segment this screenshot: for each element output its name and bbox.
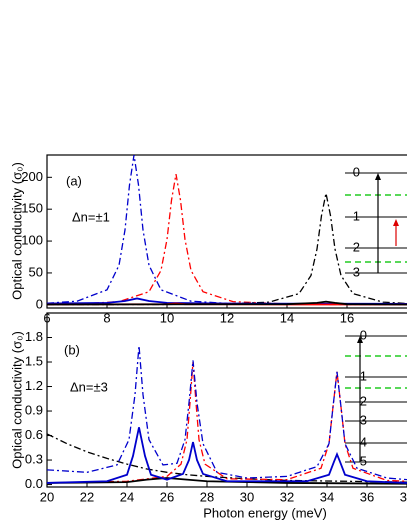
y-tick-label: 0.9 xyxy=(25,402,43,417)
x-tick-label: 20 xyxy=(40,489,54,504)
x-tick-label: 10 xyxy=(160,310,174,325)
x-axis-label: Photon energy (meV) xyxy=(203,505,327,520)
series-line xyxy=(47,345,407,481)
arrow-head xyxy=(357,336,363,343)
x-tick-label: 14 xyxy=(280,310,294,325)
y-tick-label: 200 xyxy=(21,169,43,184)
y-tick-label: 0.0 xyxy=(25,476,43,491)
y-tick-label: 50 xyxy=(29,264,43,279)
y-axis-label: Optical conductivity (σ₀) xyxy=(9,331,24,469)
plot-area xyxy=(47,335,407,485)
annotation: Δn=±3 xyxy=(70,379,108,394)
x-tick-label: 16 xyxy=(340,310,354,325)
y-tick-label: 0.6 xyxy=(25,427,43,442)
x-tick-label: 8 xyxy=(103,310,110,325)
arrow-head xyxy=(375,173,381,180)
y-tick-label: 150 xyxy=(21,201,43,216)
y-tick-label: 1.8 xyxy=(25,329,43,344)
y-tick-label: 0.3 xyxy=(25,451,43,466)
y-tick-label: 1.5 xyxy=(25,353,43,368)
level-label: 5 xyxy=(360,453,367,468)
x-tick-label: 12 xyxy=(220,310,234,325)
level-label: 1 xyxy=(353,208,360,223)
level-label: 3 xyxy=(353,264,360,279)
plot-area xyxy=(47,155,407,306)
x-tick-label: 24 xyxy=(120,489,134,504)
series-line xyxy=(47,297,407,305)
arrow-head xyxy=(393,219,399,226)
annotation: (b) xyxy=(64,342,80,357)
x-tick-label: 38 xyxy=(400,489,407,504)
level-label: 0 xyxy=(360,327,367,342)
series-line xyxy=(47,433,407,483)
level-label: 2 xyxy=(353,239,360,254)
y-tick-label: 100 xyxy=(21,233,43,248)
level-label: 2 xyxy=(360,393,367,408)
y-axis-label: Optical conductivity (σ₀) xyxy=(9,162,24,300)
level-label: 3 xyxy=(360,412,367,427)
annotation: Δn=±1 xyxy=(72,209,110,224)
level-label: 0 xyxy=(353,164,360,179)
level-label: 4 xyxy=(360,434,367,449)
x-tick-label: 32 xyxy=(280,489,294,504)
y-tick-label: 1.2 xyxy=(25,378,43,393)
plot-frame xyxy=(46,312,407,488)
x-tick-label: 22 xyxy=(80,489,94,504)
series-line xyxy=(47,427,407,484)
series-line xyxy=(47,174,407,306)
plot-frame xyxy=(46,154,407,309)
level-label: 1 xyxy=(360,368,367,383)
annotation: (a) xyxy=(66,173,82,188)
x-tick-label: 36 xyxy=(360,489,374,504)
y-tick-label: 0 xyxy=(36,296,43,311)
panel: 202224262830323436380.00.30.60.91.21.51.… xyxy=(9,312,407,520)
x-tick-label: 34 xyxy=(320,489,334,504)
series-line xyxy=(47,300,407,306)
x-tick-label: 30 xyxy=(240,489,254,504)
series-line xyxy=(47,477,407,485)
x-tick-label: 28 xyxy=(200,489,214,504)
series-line xyxy=(47,193,407,306)
x-tick-label: 26 xyxy=(160,489,174,504)
